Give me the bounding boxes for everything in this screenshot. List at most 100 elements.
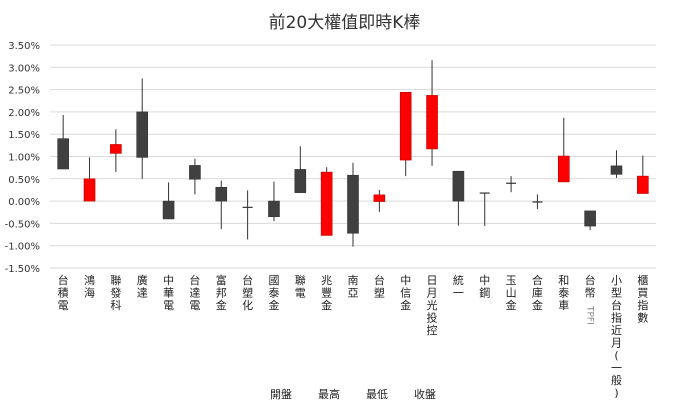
candle-body-up <box>399 91 412 161</box>
svg-text:廣: 廣 <box>137 273 148 287</box>
svg-text:買: 買 <box>637 287 648 300</box>
svg-text:(: ( <box>614 349 618 362</box>
candle <box>426 60 438 166</box>
candle-body-down <box>57 138 69 170</box>
candle <box>584 210 596 231</box>
y-tick-label: 2.50% <box>8 86 40 97</box>
legend: 開盤 最高 最低 收盤 <box>270 386 436 402</box>
svg-text:兆: 兆 <box>321 274 332 287</box>
legend-high: 最高 <box>318 388 340 401</box>
candle <box>557 117 570 183</box>
candle-body-up <box>557 155 570 183</box>
svg-text:中: 中 <box>479 274 490 287</box>
svg-text:投: 投 <box>427 311 438 325</box>
candle <box>136 78 149 179</box>
candle-body-up <box>110 144 122 154</box>
svg-text:電: 電 <box>163 299 174 312</box>
y-axis-labels: 3.50% 3.00% 2.50% 2.00% 1.50% 1.00% 0.50% 0.00%… <box>5 41 40 275</box>
svg-text:金: 金 <box>532 298 543 312</box>
svg-text:統: 統 <box>453 273 464 287</box>
svg-text:積: 積 <box>58 286 69 300</box>
svg-text:華: 華 <box>163 287 174 300</box>
x-tick-label: 台幣 TPFI <box>585 273 596 325</box>
svg-text:光: 光 <box>427 298 438 312</box>
x-tick-label: 中鋼 <box>479 274 490 300</box>
svg-text:國: 國 <box>268 274 279 287</box>
candle-body-up <box>373 194 386 202</box>
y-tick-label: 0.00% <box>8 197 40 208</box>
svg-text:電: 電 <box>58 299 69 312</box>
candle-body-up <box>320 171 333 236</box>
candle-body-down <box>294 169 307 193</box>
svg-text:指: 指 <box>611 311 622 325</box>
candle <box>215 180 228 230</box>
candle <box>162 182 175 220</box>
svg-text:豐: 豐 <box>321 287 332 300</box>
x-tick-label: 鴻海 <box>84 273 95 300</box>
svg-text:信: 信 <box>400 287 411 300</box>
svg-text:): ) <box>614 387 618 400</box>
candle-body-down <box>584 210 596 227</box>
candle <box>637 155 649 194</box>
svg-text:電: 電 <box>189 299 200 312</box>
candle <box>373 189 386 212</box>
x-tick-label: 聯發科 <box>110 274 121 312</box>
svg-text:般: 般 <box>611 374 622 387</box>
svg-text:達: 達 <box>137 287 148 300</box>
candle <box>83 157 96 202</box>
x-tick-label: 兆豐金 <box>321 274 332 312</box>
candle-body-up <box>426 95 438 150</box>
svg-text:一: 一 <box>453 287 464 300</box>
candle-body-down <box>452 170 465 202</box>
svg-text:合: 合 <box>532 273 543 287</box>
x-tick-label: 國泰金 <box>268 274 279 312</box>
svg-text:台: 台 <box>585 273 596 287</box>
svg-text:泰: 泰 <box>558 286 569 300</box>
x-tick-label: 玉山金 <box>506 274 517 312</box>
svg-text:金: 金 <box>506 298 517 312</box>
svg-text:數: 數 <box>637 312 648 325</box>
x-tick-label: 聯電 <box>295 274 306 300</box>
svg-text:金: 金 <box>400 298 411 312</box>
candle <box>479 192 490 227</box>
x-tick-label: 和泰車 <box>558 274 569 312</box>
candles <box>57 60 649 247</box>
x-tick-label: 南亞 <box>348 274 359 300</box>
svg-text:台: 台 <box>189 273 200 287</box>
svg-text:車: 車 <box>558 298 569 312</box>
svg-text:海: 海 <box>84 286 95 300</box>
y-tick-label: 2.00% <box>8 108 40 119</box>
candle <box>189 158 201 195</box>
candle <box>347 162 359 247</box>
svg-text:月: 月 <box>427 287 438 300</box>
x-tick-label: 台達電 <box>189 273 200 312</box>
svg-text:塑: 塑 <box>242 286 253 300</box>
svg-text:山: 山 <box>506 287 517 300</box>
svg-text:台: 台 <box>58 273 69 287</box>
y-tick-label: 1.00% <box>8 153 40 164</box>
svg-text:亞: 亞 <box>348 287 359 300</box>
legend-close: 收盤 <box>414 388 436 401</box>
svg-text:金: 金 <box>321 298 332 312</box>
candle <box>506 176 517 193</box>
legend-low: 最低 <box>366 388 388 401</box>
svg-text:塑: 塑 <box>374 286 385 300</box>
x-tick-label: 統一 <box>453 273 464 300</box>
svg-text:小: 小 <box>611 274 622 287</box>
svg-text:發: 發 <box>110 286 121 300</box>
svg-text:金: 金 <box>268 298 279 312</box>
candle <box>320 167 333 236</box>
candle <box>268 181 280 222</box>
svg-text:近: 近 <box>611 324 622 337</box>
svg-text:聯: 聯 <box>110 274 121 287</box>
svg-text:台: 台 <box>374 273 385 287</box>
svg-text:邦: 邦 <box>216 287 227 300</box>
svg-text:幣: 幣 <box>585 287 596 300</box>
svg-text:聯: 聯 <box>295 274 306 287</box>
x-axis-labels: 台積電鴻海聯發科廣達中華電台達電富邦金台塑化國泰金聯電兆豐金南亞台塑中信金日月光… <box>58 273 649 400</box>
candle-body-up <box>637 175 649 194</box>
svg-text:日: 日 <box>427 274 438 287</box>
svg-text:中: 中 <box>163 274 174 287</box>
